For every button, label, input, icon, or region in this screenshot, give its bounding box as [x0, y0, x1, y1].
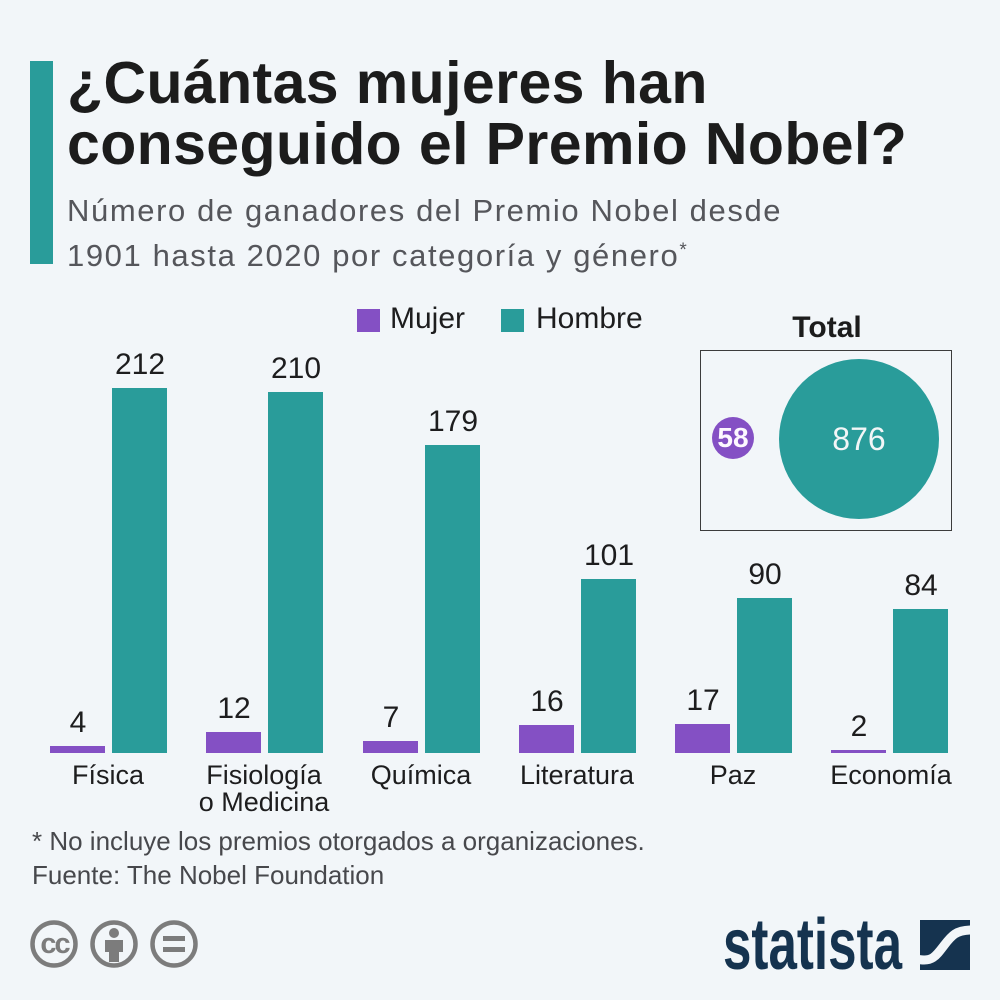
- svg-text:cc: cc: [40, 928, 70, 960]
